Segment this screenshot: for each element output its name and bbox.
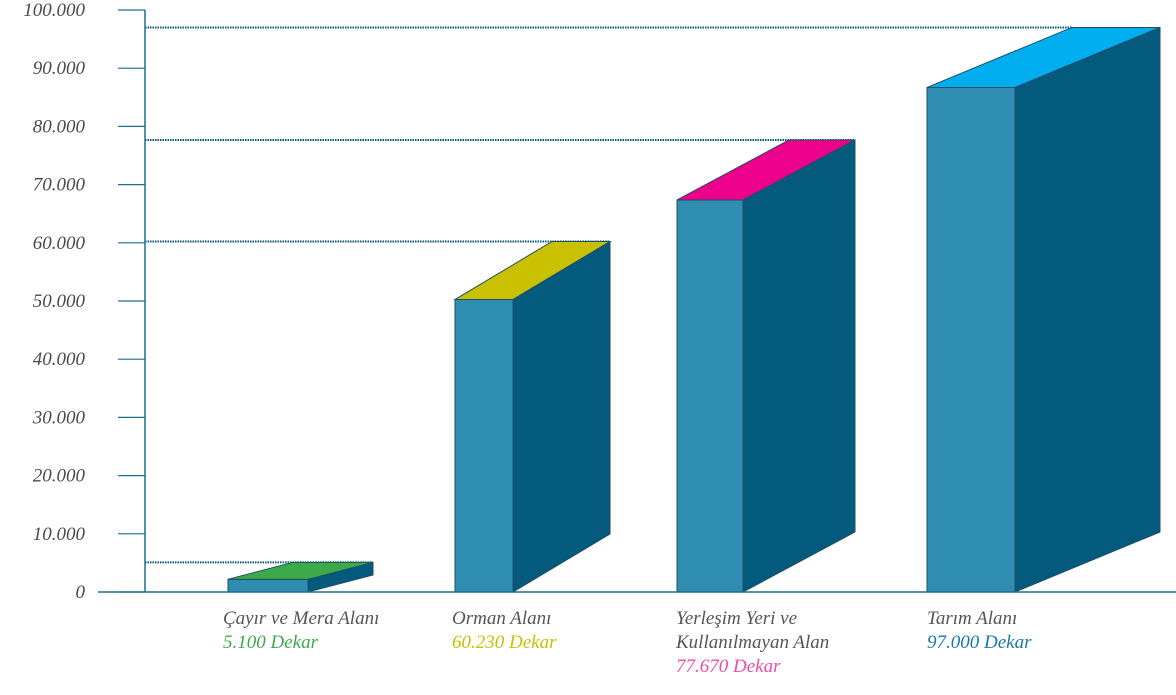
bar-top-face bbox=[227, 561, 374, 580]
bar-top-face bbox=[926, 26, 1161, 88]
y-tick-label: 100.000 bbox=[23, 0, 85, 21]
bar-side-face bbox=[1014, 26, 1161, 593]
bar bbox=[227, 561, 374, 593]
category-value-label: 60.230 Dekar bbox=[452, 632, 557, 653]
y-tick-label: 70.000 bbox=[33, 175, 86, 196]
bar-front-face bbox=[926, 86, 1016, 593]
category-label: Çayır ve Mera Alanı 5.100 Dekar bbox=[223, 607, 379, 655]
y-tick-label: 50.000 bbox=[33, 291, 86, 312]
y-tick-label: 90.000 bbox=[33, 58, 86, 79]
bar-front-face bbox=[227, 578, 309, 593]
y-tick-label: 60.000 bbox=[33, 233, 86, 254]
bar-top-face bbox=[453, 240, 612, 300]
category-label-line: Tarım Alanı bbox=[927, 608, 1018, 629]
bar-side-face bbox=[742, 139, 856, 593]
category-value-label: 97.000 Dekar bbox=[927, 632, 1032, 653]
bar-front-face bbox=[454, 298, 514, 593]
y-tick-label: 0 bbox=[76, 582, 86, 603]
category-value-label: 5.100 Dekar bbox=[223, 632, 318, 653]
bar bbox=[676, 139, 856, 593]
bar bbox=[926, 26, 1161, 593]
bar-side-face bbox=[512, 240, 611, 593]
bar-front-face bbox=[676, 199, 744, 593]
category-label-line: Kullanılmayan Alan bbox=[676, 632, 830, 653]
category-label-line: Çayır ve Mera Alanı bbox=[223, 608, 380, 629]
category-label: Yerleşim Yeri ve Kullanılmayan Alan 77.670… bbox=[676, 607, 829, 679]
y-tick-label: 80.000 bbox=[33, 116, 86, 137]
y-tick-label: 40.000 bbox=[33, 349, 86, 370]
bar-top-face bbox=[676, 139, 856, 201]
y-tick-label: 20.000 bbox=[33, 466, 86, 487]
category-label: Tarım Alanı 97.000 Dekar bbox=[927, 607, 1031, 655]
category-label-line: Yerleşim Yeri ve bbox=[676, 608, 798, 629]
category-label: Orman Alanı 60.230 Dekar bbox=[452, 607, 556, 655]
y-tick-label: 10.000 bbox=[33, 524, 86, 545]
category-value-label: 77.670 Dekar bbox=[676, 656, 781, 677]
y-tick-label: 30.000 bbox=[32, 407, 86, 428]
category-label-line: Orman Alanı bbox=[452, 608, 552, 629]
bar bbox=[453, 240, 612, 593]
